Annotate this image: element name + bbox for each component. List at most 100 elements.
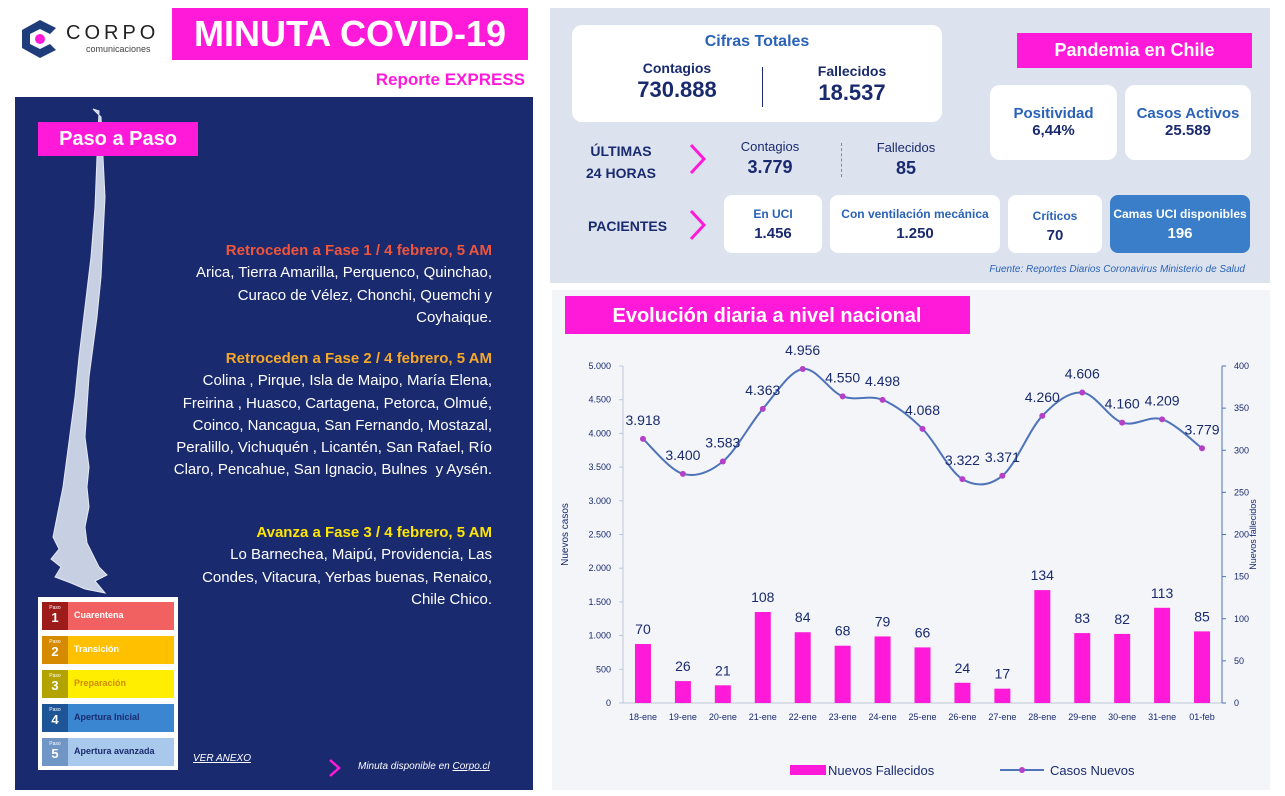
card-label: Críticos [1032, 209, 1078, 223]
point-label: 4.498 [865, 373, 900, 389]
legend-number-box: Paso 4 [42, 704, 68, 732]
point-label: 4.209 [1145, 392, 1180, 408]
section-line: Chile Chico. [411, 590, 492, 608]
legend-row: Paso 5 Apertura avanzada [42, 738, 174, 766]
point-label: 3.371 [985, 449, 1020, 465]
section-heading: Avanza a Fase 3 / 4 febrero, 5 AM [256, 524, 492, 541]
y-tick-label: 2.000 [588, 563, 611, 573]
x-tick-label: 27-ene [988, 712, 1016, 722]
activos-card: Casos Activos 25.589 [1125, 85, 1251, 160]
y-tick-label: 4.500 [588, 395, 611, 405]
bar-label: 134 [1031, 567, 1055, 583]
chevron [689, 143, 707, 175]
legend-number-box: Paso 3 [42, 670, 68, 698]
marker [759, 405, 766, 412]
section-line: Curaco de Vélez, Chonchi, Quemchi y [237, 286, 492, 304]
legend-number-box: Paso 2 [42, 636, 68, 664]
y-tick-label: 3.000 [588, 496, 611, 506]
legend-row: Paso 2 Transición [42, 636, 174, 664]
point-label: 3.322 [945, 452, 980, 468]
marker [959, 476, 966, 483]
section-line: Arica, Tierra Amarilla, Perquenco, Quinc… [196, 264, 492, 282]
card-value: 1.250 [896, 225, 934, 242]
x-tick-label: 18-ene [629, 712, 657, 722]
chart-panel [552, 290, 1270, 790]
card-value: 70 [1046, 227, 1064, 244]
point-label: 3.583 [705, 435, 740, 451]
marker [839, 393, 846, 400]
x-tick-label: 31-ene [1148, 712, 1176, 722]
marker [639, 435, 646, 442]
chart-title-box [565, 296, 970, 334]
y-tick-label: 2.500 [588, 530, 611, 540]
anexo-link[interactable]: VER ANEXO [193, 753, 251, 764]
stat-value: 18.537 [818, 80, 886, 105]
point-label: 4.260 [1025, 389, 1060, 405]
bar [794, 632, 811, 703]
bar-label: 21 [715, 662, 731, 678]
legend-paso: Paso [49, 605, 61, 611]
legend-marker [1019, 767, 1025, 773]
chart-title: Evolución diaria a nivel nacional [613, 305, 922, 327]
pacientes-label: PACIENTES [588, 218, 668, 234]
totals-title: Cifras Totales [704, 33, 810, 50]
marker [799, 365, 806, 372]
section: Avanza a Fase 3 / 4 febrero, 5 AM Lo Barn… [202, 522, 492, 611]
legend-label: Cuarentena [74, 610, 124, 620]
bar-label: 84 [795, 609, 811, 625]
stat-label: Fallecidos [817, 63, 887, 79]
bar-label: 113 [1151, 585, 1174, 601]
section: Retroceden a Fase 2 / 4 febrero, 5 AM Col… [174, 348, 492, 482]
x-tick-label: 20-ene [709, 712, 737, 722]
card-value: 1.456 [754, 225, 792, 242]
pandemia-title: Pandemia en Chile [1017, 33, 1252, 68]
card-label: Camas UCI disponibles [1113, 207, 1247, 221]
legend-paso: Paso [49, 639, 61, 645]
bar [674, 681, 691, 703]
x-tick-label: 01-feb [1189, 712, 1215, 722]
bar [954, 682, 971, 703]
footer: Minuta disponible en Corpo.cl [358, 761, 490, 772]
footer-link[interactable]: Corpo.cl [452, 761, 490, 772]
bar-label: 108 [751, 589, 775, 605]
stat-value: 3.779 [747, 157, 793, 177]
card-label: En UCI [753, 207, 793, 221]
stat-value: 85 [895, 158, 917, 178]
legend-number-box: Paso 1 [42, 602, 68, 630]
y-tick-label: 3.500 [588, 462, 611, 472]
legend-number: 2 [51, 644, 59, 659]
bar-label: 83 [1074, 610, 1090, 626]
legend-number: 3 [51, 678, 59, 693]
pacientes-card: Camas UCI disponibles 196 [1110, 195, 1250, 253]
legend-row: Paso 3 Preparación [42, 670, 174, 698]
x-tick-label: 28-ene [1028, 712, 1056, 722]
point-label: 4.068 [905, 402, 940, 418]
point-label: 4.363 [745, 382, 780, 398]
marker [879, 396, 886, 403]
y-tick-label: 0 [606, 698, 611, 708]
marker [1119, 419, 1126, 426]
x-tick-label: 22-ene [789, 712, 817, 722]
y-tick-label: 4.000 [588, 428, 611, 438]
bar-label: 70 [635, 621, 651, 637]
totals-card: Cifras Totales Contagios 730.888 Falleci… [572, 25, 942, 122]
marker [919, 425, 926, 432]
point-label: 4.606 [1065, 366, 1100, 382]
point-label: 4.956 [785, 342, 820, 358]
legend-label: Casos Nuevos [1050, 763, 1135, 778]
point-label: 4.550 [825, 369, 860, 385]
x-tick-label: 29-ene [1068, 712, 1096, 722]
section-heading: Retroceden a Fase 1 / 4 febrero, 5 AM [225, 242, 492, 259]
ultimas-label: ÚLTIMAS 24 HORAS [586, 140, 656, 184]
bar [874, 636, 891, 703]
x-tick-label: 30-ene [1108, 712, 1136, 722]
chevron [329, 759, 341, 777]
marker [999, 472, 1006, 479]
bar-label: 79 [875, 613, 891, 629]
x-tick-label: 25-ene [908, 712, 936, 722]
marker [719, 458, 726, 465]
bar-label: 24 [955, 660, 971, 676]
divider [762, 67, 763, 107]
bar [1114, 633, 1131, 703]
